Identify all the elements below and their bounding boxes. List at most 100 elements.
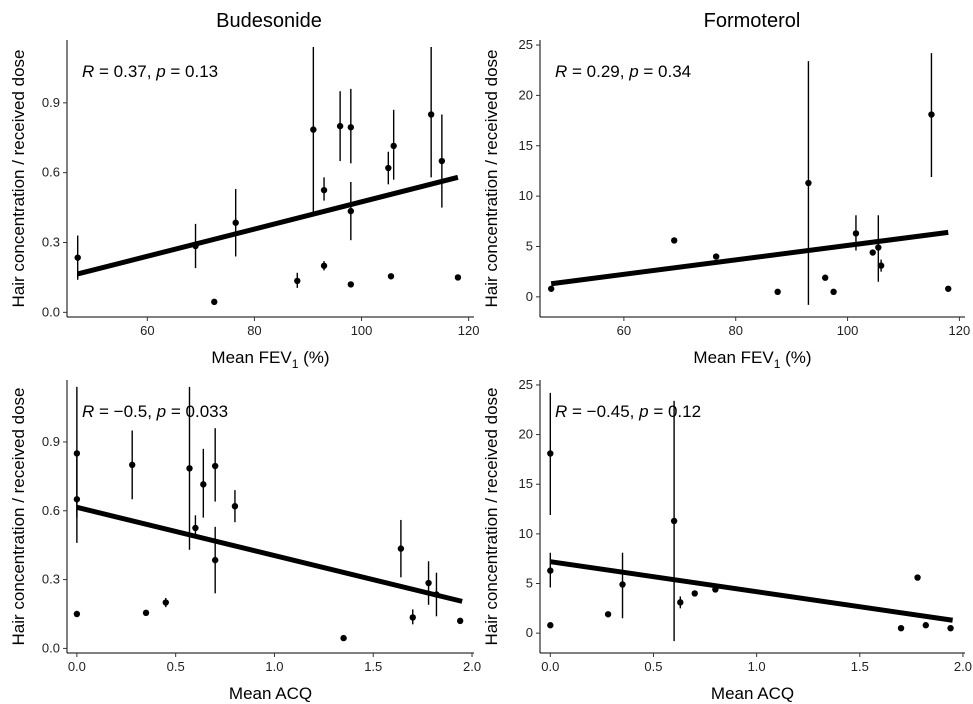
data-point xyxy=(390,142,397,150)
data-point xyxy=(456,617,464,625)
x-axis-label: Mean ACQ xyxy=(229,684,312,703)
data-point xyxy=(211,298,218,306)
data-point xyxy=(805,179,812,187)
data-point xyxy=(211,462,219,470)
data-point xyxy=(347,281,355,288)
data-point xyxy=(947,624,954,632)
y-axis-label: Hair concentration / received dose xyxy=(9,388,28,646)
data-point xyxy=(877,262,885,269)
data-point xyxy=(774,288,781,296)
data-point xyxy=(875,244,882,251)
x-tick-label: 0.5 xyxy=(167,659,185,674)
x-tick-label: 80 xyxy=(728,323,742,338)
stat-annotation: R = 0.37, p = 0.13 xyxy=(82,62,218,81)
y-tick-label: 20 xyxy=(519,87,533,102)
x-tick-label: 100 xyxy=(351,323,373,338)
x-tick-label: 1.0 xyxy=(748,659,766,674)
data-point xyxy=(74,254,81,261)
x-tick-label: 2.0 xyxy=(954,659,972,674)
data-point xyxy=(922,622,930,629)
data-point xyxy=(604,611,612,618)
data-point xyxy=(128,461,136,469)
data-point xyxy=(619,581,626,588)
x-tick-label: 1.5 xyxy=(851,659,869,674)
data-point xyxy=(821,274,829,281)
data-point xyxy=(320,262,328,269)
x-tick-label: 0.5 xyxy=(644,659,662,674)
x-tick-label: 120 xyxy=(458,323,480,338)
data-point xyxy=(162,599,169,606)
regression-line xyxy=(549,559,953,623)
stat-annotation: R = −0.45, p = 0.12 xyxy=(555,402,701,421)
data-point xyxy=(186,465,193,472)
panel-1: 0.0 0.3 0.6 0.9 60 80 100 120 Hair concentration… xyxy=(9,40,479,371)
data-point xyxy=(897,624,905,632)
data-point xyxy=(192,242,199,250)
y-tick-label: 0.0 xyxy=(42,304,60,319)
data-point xyxy=(231,502,239,510)
panel-2: 0 5 10 15 20 25 60 80 100 120 Hair concentration /… xyxy=(482,37,970,371)
data-point xyxy=(320,186,328,194)
data-point xyxy=(547,285,555,292)
regression-line xyxy=(550,229,949,287)
x-tick-label: 80 xyxy=(247,323,261,338)
data-point xyxy=(192,524,199,532)
x-axis-label: Mean FEV1 (%) xyxy=(693,348,811,371)
data-point xyxy=(232,219,239,226)
data-point xyxy=(433,591,440,598)
data-point xyxy=(869,249,876,256)
x-axis-label: Mean FEV1 (%) xyxy=(211,348,329,371)
panel-4: 0 5 10 15 20 25 0.0 0.5 1.0 1.5 2.0 Hair concentrat… xyxy=(482,377,972,703)
y-tick-label: 5 xyxy=(526,238,533,253)
data-point xyxy=(852,230,860,237)
y-tick-label: 0.9 xyxy=(42,95,60,110)
column-title-budesonide: Budesonide xyxy=(216,10,322,32)
data-point xyxy=(142,609,150,617)
data-point xyxy=(691,590,698,597)
data-point xyxy=(294,277,301,285)
y-tick-label: 0 xyxy=(526,289,533,304)
x-tick-label: 1.0 xyxy=(265,659,283,674)
data-point xyxy=(677,599,684,606)
data-point xyxy=(336,122,344,130)
x-tick-label: 0.0 xyxy=(541,659,559,674)
data-point xyxy=(385,164,392,172)
x-tick-label: 2.0 xyxy=(463,659,481,674)
y-tick-label: 0.3 xyxy=(42,572,60,587)
data-point xyxy=(200,481,207,488)
data-point xyxy=(425,579,432,587)
stat-annotation: R = 0.29, p = 0.34 xyxy=(555,62,691,81)
y-axis-label: Hair concentration / received dose xyxy=(9,50,28,308)
data-point xyxy=(427,111,435,118)
data-point xyxy=(310,126,317,133)
y-tick-label: 0.3 xyxy=(42,235,60,250)
y-tick-label: 25 xyxy=(519,37,533,52)
data-point xyxy=(928,111,935,118)
data-point xyxy=(547,622,554,629)
y-tick-label: 10 xyxy=(519,188,533,203)
y-tick-label: 20 xyxy=(519,427,533,442)
data-point xyxy=(712,253,720,260)
y-axis-label: Hair concentration / received dose xyxy=(482,50,501,308)
data-point xyxy=(454,274,462,281)
data-point xyxy=(73,496,81,503)
data-point xyxy=(914,574,921,581)
y-axis-label: Hair concentration / received dose xyxy=(482,388,501,646)
panel-3: 0.0 0.3 0.6 0.9 0.0 0.5 1.0 1.5 2.0 Hair concentr… xyxy=(9,380,481,703)
stat-annotation: R = −0.5, p = 0.033 xyxy=(82,402,228,421)
data-point xyxy=(830,288,837,296)
y-tick-label: 15 xyxy=(519,138,533,153)
y-tick-label: 0.6 xyxy=(42,165,60,180)
regression-line xyxy=(77,174,459,277)
data-point xyxy=(73,610,81,618)
y-tick-label: 0 xyxy=(526,625,533,640)
y-tick-label: 0.9 xyxy=(42,434,60,449)
regression-line xyxy=(76,504,463,604)
data-point xyxy=(438,157,446,165)
data-point xyxy=(712,586,719,593)
data-point xyxy=(671,237,678,244)
data-point xyxy=(347,124,355,131)
data-point xyxy=(409,614,416,621)
data-point xyxy=(397,545,405,552)
